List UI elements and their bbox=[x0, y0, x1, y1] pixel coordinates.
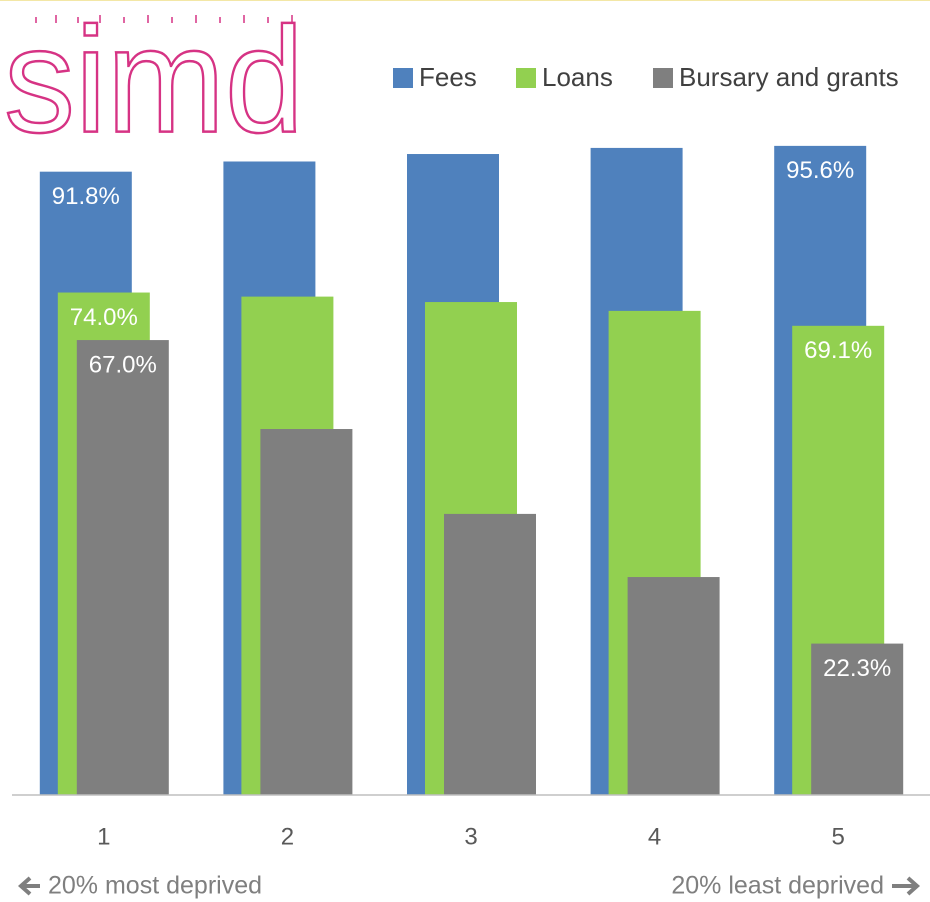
annotation: 20% most deprived bbox=[48, 872, 262, 900]
legend-swatch bbox=[393, 68, 413, 88]
legend-swatch bbox=[516, 68, 536, 88]
right-arrow bbox=[892, 876, 921, 896]
bar bbox=[811, 643, 904, 795]
left-arrow bbox=[17, 876, 40, 896]
legend-swatch bbox=[653, 68, 673, 88]
bar bbox=[444, 513, 536, 795]
legend-label: Fees bbox=[419, 62, 477, 92]
legend-label: Loans bbox=[542, 62, 613, 92]
data-label: 74.0% bbox=[70, 304, 138, 331]
data-label: 91.8% bbox=[52, 183, 120, 210]
data-label: 67.0% bbox=[89, 351, 157, 378]
x-tick-label: 1 bbox=[97, 823, 110, 850]
x-tick-label: 5 bbox=[832, 823, 845, 850]
bar bbox=[76, 340, 169, 795]
data-label: 22.3% bbox=[823, 655, 891, 682]
logo-ticks bbox=[35, 15, 293, 23]
bar bbox=[627, 577, 720, 795]
data-label: 95.6% bbox=[786, 157, 854, 184]
bar bbox=[260, 429, 353, 795]
x-tick-label: 2 bbox=[281, 823, 294, 850]
legend-label: Bursary and grants bbox=[679, 62, 899, 92]
data-label: 69.1% bbox=[804, 337, 872, 364]
x-tick-label: 4 bbox=[648, 823, 661, 850]
logo: simd bbox=[4, 0, 304, 164]
x-tick-label: 3 bbox=[464, 823, 477, 850]
annotation: 20% least deprived bbox=[671, 872, 884, 900]
